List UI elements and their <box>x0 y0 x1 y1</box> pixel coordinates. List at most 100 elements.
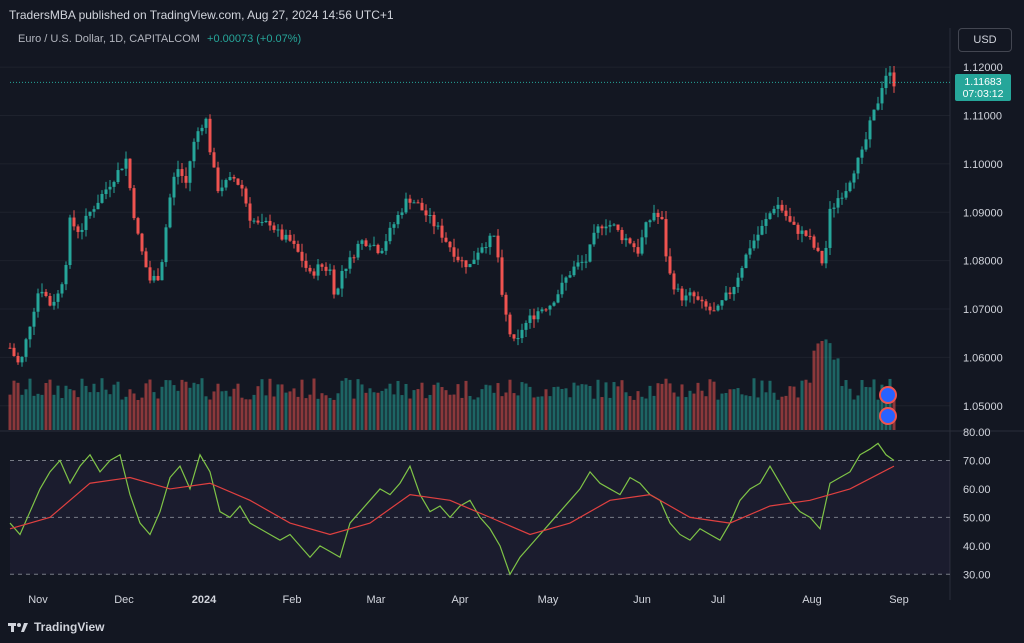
volume-bar <box>436 382 440 430</box>
volume-bar <box>836 358 840 430</box>
candle-body <box>364 240 368 246</box>
candle-body <box>680 288 684 301</box>
volume-bar <box>140 397 144 430</box>
currency-button[interactable]: USD <box>958 28 1012 52</box>
volume-bar <box>572 382 576 430</box>
volume-bar <box>504 392 508 430</box>
volume-bar <box>500 396 504 430</box>
volume-bar <box>104 389 108 430</box>
candle-body <box>812 236 816 248</box>
candle-body <box>700 299 704 302</box>
candle-body <box>424 210 428 216</box>
candle-body <box>240 184 244 189</box>
volume-bar <box>372 392 376 430</box>
symbol-legend: Euro / U.S. Dollar, 1D, CAPITALCOM +0.00… <box>18 33 301 45</box>
volume-bar <box>336 393 340 430</box>
volume-bar <box>484 384 488 430</box>
rsi-ma-line <box>9 465 895 536</box>
volume-bar <box>156 398 160 430</box>
candle-body <box>208 118 212 153</box>
volume-bar <box>788 386 792 430</box>
candle-body <box>96 202 100 210</box>
candle-body <box>12 347 16 357</box>
candle-body <box>780 204 784 211</box>
volume-bar <box>300 379 304 430</box>
volume-bar <box>240 397 244 430</box>
volume-bar <box>756 397 760 430</box>
volume-bar <box>96 392 100 430</box>
candle-body <box>256 220 260 223</box>
volume-bar <box>276 384 280 430</box>
volume-bar <box>164 380 168 430</box>
volume-bar <box>356 379 360 430</box>
volume-bar <box>188 387 192 430</box>
volume-bar <box>708 379 712 430</box>
volume-bar <box>16 382 20 430</box>
volume-bar <box>228 396 232 430</box>
volume-bar <box>720 393 724 430</box>
candle-body <box>280 229 284 240</box>
volume-bar <box>536 396 540 430</box>
rsi-tick-label: 60.00 <box>963 484 991 496</box>
candle-body <box>276 229 280 231</box>
candle-body <box>360 240 364 244</box>
rsi-line <box>9 442 895 576</box>
volume-bar <box>780 396 784 430</box>
volume-bar <box>60 398 64 430</box>
volume-bar <box>144 383 148 430</box>
candle-body <box>304 260 308 268</box>
volume-bar <box>24 389 28 430</box>
volume-bar <box>32 395 36 430</box>
volume-bar <box>452 394 456 430</box>
candle-body <box>580 261 584 263</box>
candle-body <box>236 178 240 185</box>
candle-body <box>40 291 44 294</box>
candle-body <box>744 254 748 269</box>
candle-body <box>132 188 136 219</box>
volume-bar <box>304 398 308 430</box>
volume-bar <box>80 378 84 430</box>
volume-bar <box>392 394 396 430</box>
candle-body <box>484 247 488 249</box>
candle-body <box>64 265 68 285</box>
volume-bar <box>312 378 316 430</box>
candle-body <box>776 204 780 209</box>
candle-body <box>344 268 348 271</box>
candle-body <box>20 356 24 363</box>
candle-body <box>824 247 828 264</box>
candle-body <box>212 152 216 168</box>
volume-bar <box>44 382 48 430</box>
candle-body <box>456 256 460 261</box>
candle-body <box>532 315 536 320</box>
volume-bar <box>848 388 852 430</box>
volume-bar <box>644 398 648 430</box>
volume-bar <box>640 396 644 430</box>
candle-body <box>92 209 96 212</box>
candle-body <box>572 266 576 276</box>
volume-bar <box>600 397 604 430</box>
candle-body <box>876 103 880 110</box>
volume-bar <box>728 389 732 430</box>
candle-body <box>124 158 128 169</box>
candle-body <box>380 250 384 254</box>
volume-bar <box>872 379 876 430</box>
candle-body <box>468 263 472 268</box>
candle-body <box>476 252 480 260</box>
rsi-tick-label: 70.00 <box>963 455 991 467</box>
volume-bar <box>284 392 288 430</box>
candle-body <box>612 224 616 226</box>
volume-bar <box>868 387 872 430</box>
volume-bar <box>376 392 380 430</box>
date-tick-label: Mar <box>367 594 386 606</box>
candle-body <box>592 232 596 245</box>
volume-bar <box>880 384 884 430</box>
candle-body <box>864 139 868 150</box>
candle-body <box>44 291 48 296</box>
candle-body <box>748 248 752 255</box>
candle-body <box>620 229 624 241</box>
date-tick-label: Apr <box>451 594 468 606</box>
candle-body <box>688 292 692 296</box>
volume-bar <box>668 383 672 430</box>
candle-body <box>52 301 56 306</box>
candle-body <box>568 275 572 278</box>
